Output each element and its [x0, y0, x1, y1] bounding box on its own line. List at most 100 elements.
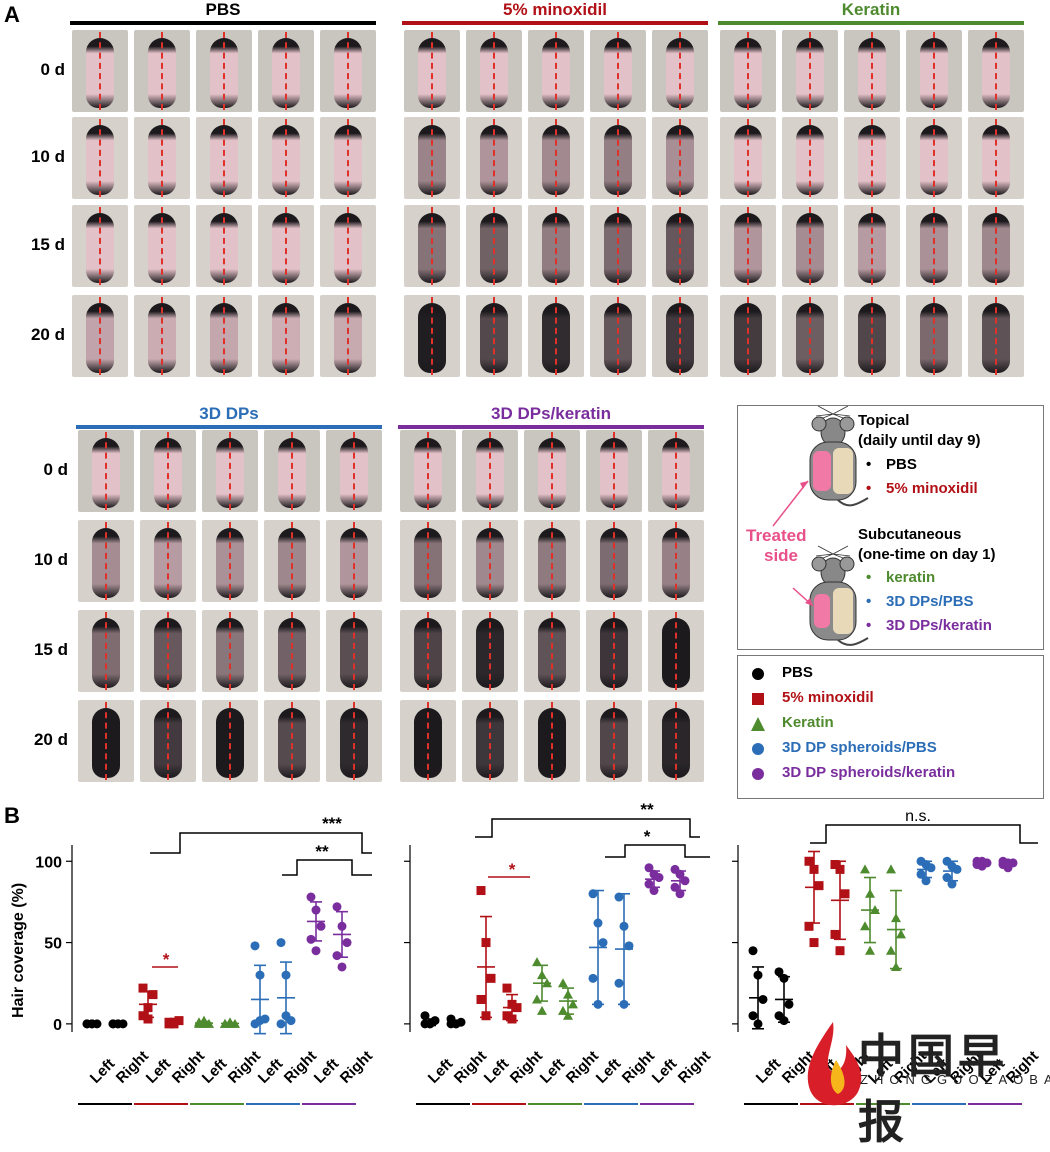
data-point — [476, 994, 486, 1004]
x-tick-label: Left — [87, 1055, 118, 1086]
triangle-marker-icon — [751, 717, 765, 731]
mouse-photo — [782, 30, 838, 112]
data-point — [537, 1005, 547, 1015]
mouse-photo — [648, 700, 704, 782]
mouse-photo — [844, 205, 900, 287]
x-tick-label: Right — [225, 1048, 264, 1087]
topical-mouse-icon — [809, 406, 869, 507]
mouse-photo — [404, 30, 460, 112]
mouse-photo — [906, 205, 962, 287]
mouse-photo — [72, 295, 128, 377]
data-point — [250, 941, 260, 951]
data-point — [830, 860, 840, 870]
subcutaneous-mouse-icon — [809, 545, 869, 646]
mouse-photo — [466, 205, 522, 287]
mouse-photo — [400, 700, 456, 782]
data-point — [532, 994, 542, 1004]
schematic-item-label: 3D DPs/keratin — [886, 617, 992, 634]
mouse-photo — [590, 30, 646, 112]
data-point — [598, 938, 608, 948]
bottom-group-title-0: 3D DPs — [199, 404, 259, 423]
mouse-photo — [906, 117, 962, 199]
data-point — [670, 882, 680, 892]
data-point — [311, 905, 321, 915]
top-row-label-0: 0 d — [40, 60, 65, 79]
data-point — [830, 929, 840, 939]
mouse-photo — [528, 205, 584, 287]
mouse-photo — [652, 205, 708, 287]
data-point — [337, 921, 347, 931]
mouse-photo — [720, 30, 776, 112]
data-point — [138, 1011, 148, 1021]
data-point — [558, 1005, 568, 1015]
mouse-photo — [466, 30, 522, 112]
mouse-photo — [466, 117, 522, 199]
mouse-photo — [586, 700, 642, 782]
mouse-photo — [844, 295, 900, 377]
legend-label: 3D DP spheroids/keratin — [782, 764, 956, 781]
top-row-label-2: 15 d — [30, 235, 65, 254]
data-point — [779, 973, 789, 983]
top-group-bar-2 — [718, 21, 1024, 25]
circle-marker-icon — [752, 768, 764, 780]
data-point — [593, 918, 603, 928]
bottom-group-bar-0 — [76, 425, 382, 429]
data-point — [558, 978, 568, 988]
mouse-photo — [404, 117, 460, 199]
data-point — [532, 957, 542, 967]
watermark-pinyin: ZHONGGUOZAOBAO — [860, 1072, 1050, 1087]
treated-side-label-1: Treated — [746, 526, 807, 545]
mouse-photo — [462, 520, 518, 602]
marker-legend: PBS 5% minoxidil Keratin 3D DP spheroids/PB… — [737, 655, 1044, 799]
panel-b-letter: B — [4, 803, 20, 828]
significance-label: * — [509, 860, 516, 879]
mouse-photo — [524, 610, 580, 692]
top-row-label-3: 20 d — [30, 325, 65, 344]
legend-label: Keratin — [782, 714, 834, 731]
data-point — [835, 946, 845, 956]
topical-subtitle: (daily until day 9) — [858, 432, 981, 449]
mouse-photo — [400, 610, 456, 692]
data-point — [675, 889, 685, 899]
subcutaneous-subtitle: (one-time on day 1) — [858, 546, 996, 563]
data-point — [563, 1010, 573, 1020]
x-tick-label: Right — [113, 1048, 152, 1087]
mouse-photo — [844, 117, 900, 199]
data-point — [588, 889, 598, 899]
data-point — [502, 1011, 512, 1021]
data-point — [342, 938, 352, 948]
data-point — [255, 970, 265, 980]
data-point — [753, 970, 763, 980]
x-tick-label: Right — [281, 1048, 320, 1087]
mouse-photo — [134, 205, 190, 287]
mouse-photo — [202, 700, 258, 782]
data-point — [644, 879, 654, 889]
schematic-item-label: 5% minoxidil — [886, 480, 978, 497]
significance-bracket — [150, 832, 372, 854]
data-point — [169, 1017, 179, 1027]
mouse-photo — [400, 430, 456, 512]
mouse-photo — [782, 295, 838, 377]
data-point — [753, 1019, 763, 1029]
top-row-label-1: 10 d — [30, 147, 65, 166]
data-point — [481, 1011, 491, 1021]
data-point — [507, 999, 517, 1009]
data-point — [276, 1019, 286, 1029]
treated-side-label-2: side — [764, 546, 799, 565]
data-point — [784, 999, 794, 1009]
mouse-photo — [906, 30, 962, 112]
data-point — [748, 1011, 758, 1021]
legend-label: 5% minoxidil — [782, 689, 874, 706]
significance-bracket — [810, 824, 1038, 844]
data-point — [255, 1016, 265, 1026]
mouse-photo — [326, 520, 382, 602]
mouse-photo — [400, 520, 456, 602]
data-point — [649, 886, 659, 896]
significance-bracket — [605, 844, 710, 858]
data-point — [113, 1019, 123, 1029]
data-point — [748, 946, 758, 956]
data-point — [840, 889, 850, 899]
top-group-title-0: PBS — [205, 0, 241, 19]
data-point — [865, 888, 875, 898]
data-point — [502, 983, 512, 993]
